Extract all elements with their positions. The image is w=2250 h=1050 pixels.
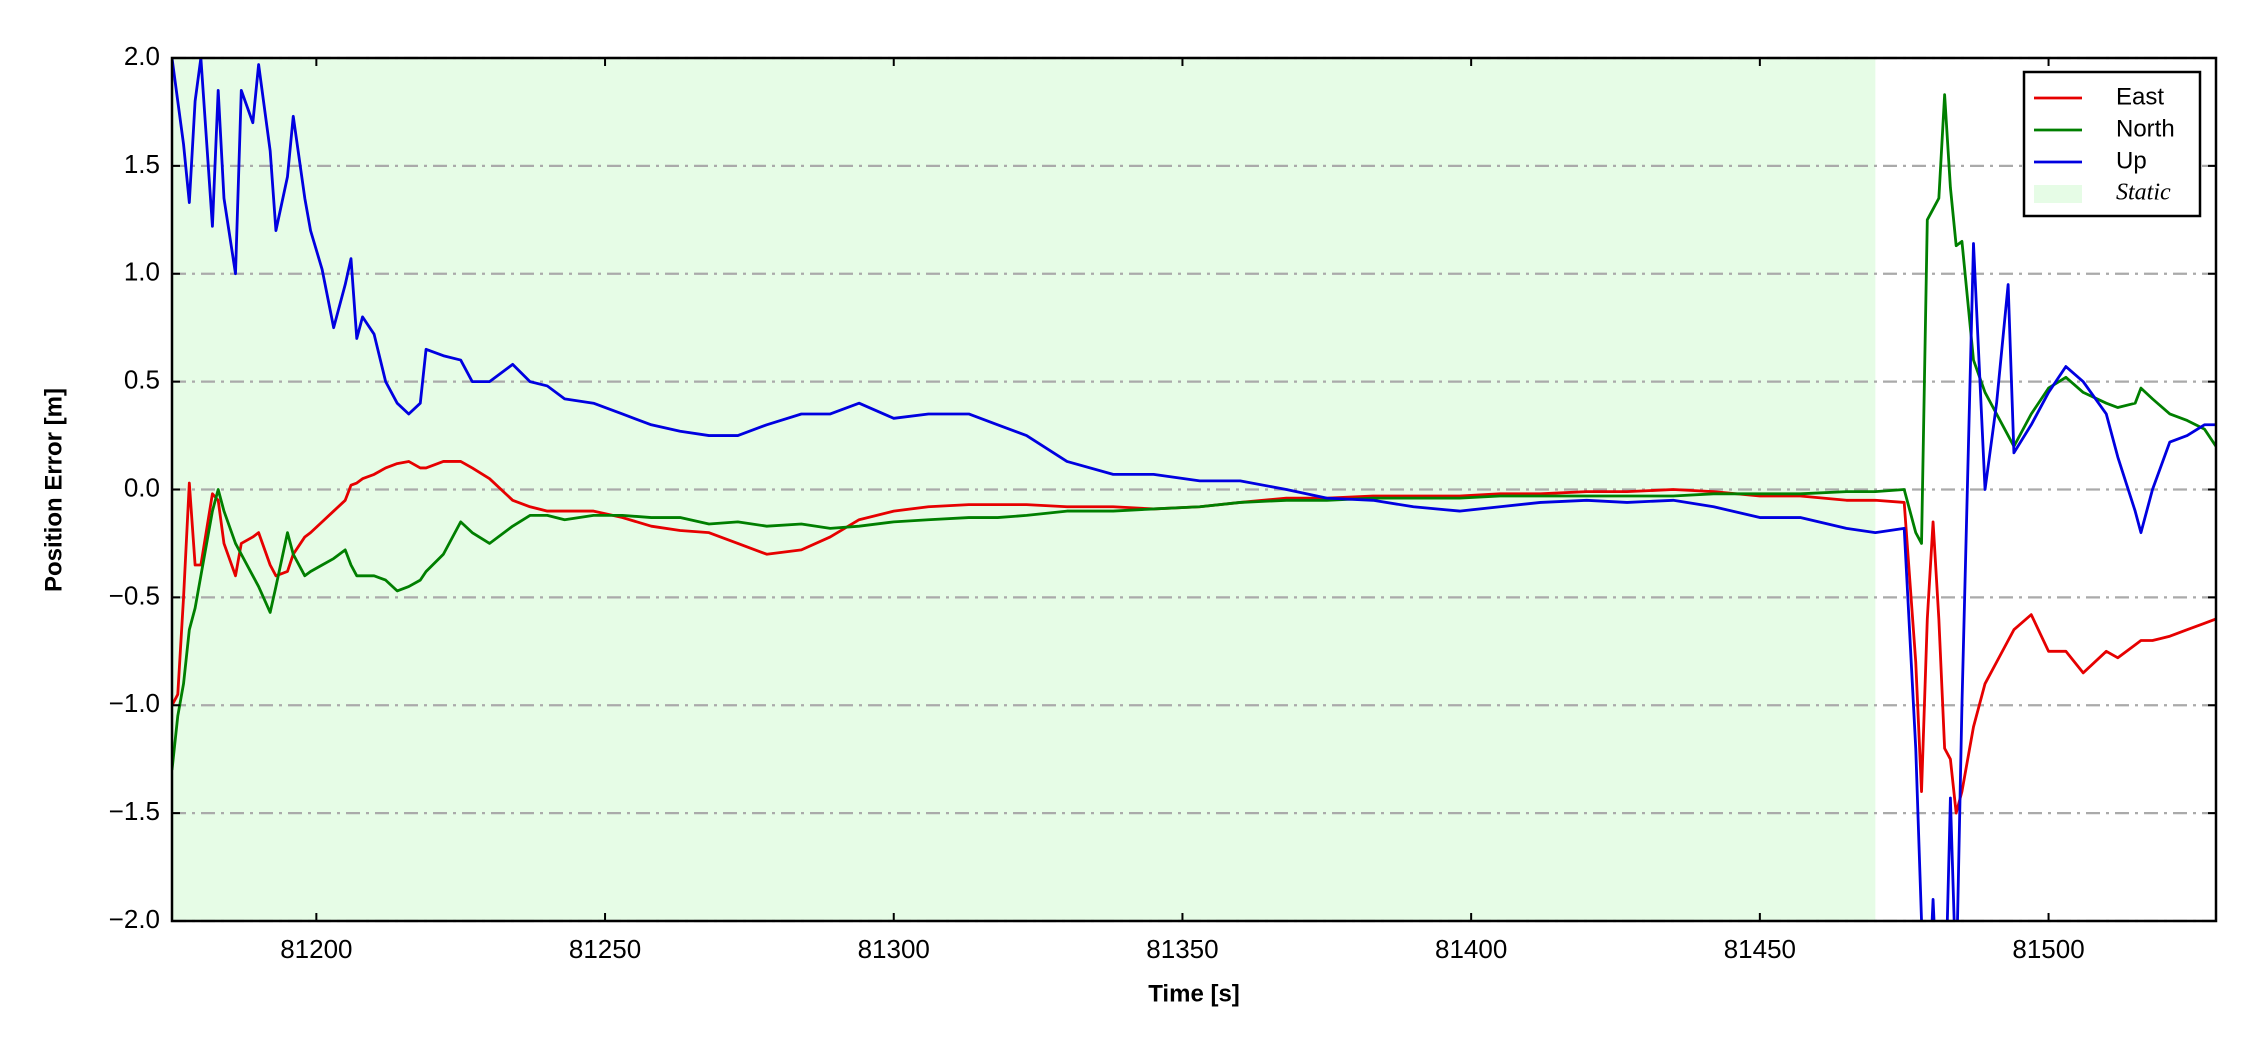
x-axis-label: Time [s] <box>1148 980 1240 1007</box>
x-tick-label: 81250 <box>569 934 641 964</box>
y-tick-label: 2.0 <box>124 41 160 71</box>
plot-frame <box>170 56 2218 923</box>
legend-box <box>2022 70 2202 218</box>
y-tick-label: 1.0 <box>124 257 160 287</box>
y-tick-label: 1.5 <box>124 149 160 179</box>
x-tick-label: 81300 <box>858 934 930 964</box>
legend-label: North <box>2116 115 2175 142</box>
x-tick-label: 81500 <box>2012 934 2084 964</box>
legend-swatch <box>2034 185 2082 203</box>
y-tick-label: −2.0 <box>109 904 160 934</box>
y-tick-label: −1.5 <box>109 796 160 826</box>
x-tick-label: 81450 <box>1724 934 1796 964</box>
y-tick-label: −0.5 <box>109 580 160 610</box>
y-axis-label: Position Error [m] <box>40 388 67 592</box>
legend-label: East <box>2116 83 2164 110</box>
legend-label: Static <box>2116 180 2171 206</box>
series-line <box>172 93 2216 771</box>
x-tick-label: 81400 <box>1435 934 1507 964</box>
y-tick-label: 0.0 <box>124 472 160 502</box>
y-tick-label: −1.0 <box>109 688 160 718</box>
lines-layer <box>172 58 2216 921</box>
series-line <box>172 460 2216 815</box>
series-line <box>172 58 2216 921</box>
legend-label: Up <box>2116 147 2147 174</box>
y-tick-label: 0.5 <box>124 365 160 395</box>
axes-layer: −2.0 −1.5 −1.0 −0.5 0.0 0.5 1.0 1.5 2.0 81200 8125… <box>109 41 2218 964</box>
x-tick-label: 81200 <box>280 934 352 964</box>
x-tick-label: 81350 <box>1146 934 1218 964</box>
